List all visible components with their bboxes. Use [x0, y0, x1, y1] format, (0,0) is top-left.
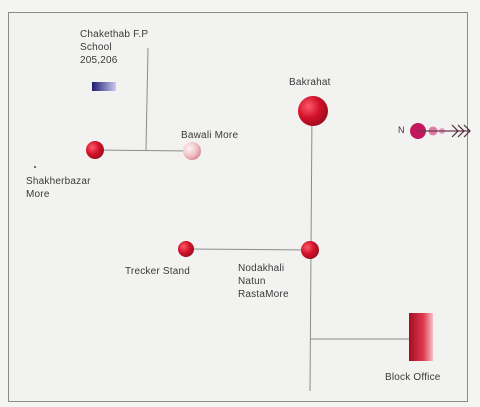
- block-office-label: Block Office: [385, 372, 441, 383]
- nodakhali-label: Nodakhali Natun RastaMore: [238, 263, 289, 300]
- map-frame: [8, 12, 468, 402]
- trecker-stand-marker: [178, 241, 194, 257]
- chakethab-school-marker: [92, 82, 116, 91]
- block-office-marker: [409, 313, 433, 361]
- road-shakherbazar-bawali: [95, 149, 193, 152]
- chakethab-school-label: Chakethab F.P School 205,206: [80, 29, 149, 66]
- bakrahat-label: Bakrahat: [289, 77, 331, 88]
- road-to-chakethab: [145, 47, 149, 151]
- shakherbazar-bullet: [34, 166, 36, 168]
- nodakhali-marker: [301, 241, 319, 259]
- shakherbazar-marker: [86, 141, 104, 159]
- bawali-more-label: Bawali More: [181, 130, 239, 141]
- shakherbazar-label: Shakherbazar More: [26, 176, 91, 200]
- road-trecker-nodakhali: [185, 248, 311, 251]
- north-arrow-icon: [410, 123, 471, 139]
- bawali-more-marker: [183, 142, 201, 160]
- roads: [95, 47, 412, 392]
- bakrahat-marker: [298, 96, 328, 126]
- north-label: N: [398, 125, 405, 135]
- trecker-stand-label: Trecker Stand: [125, 266, 191, 277]
